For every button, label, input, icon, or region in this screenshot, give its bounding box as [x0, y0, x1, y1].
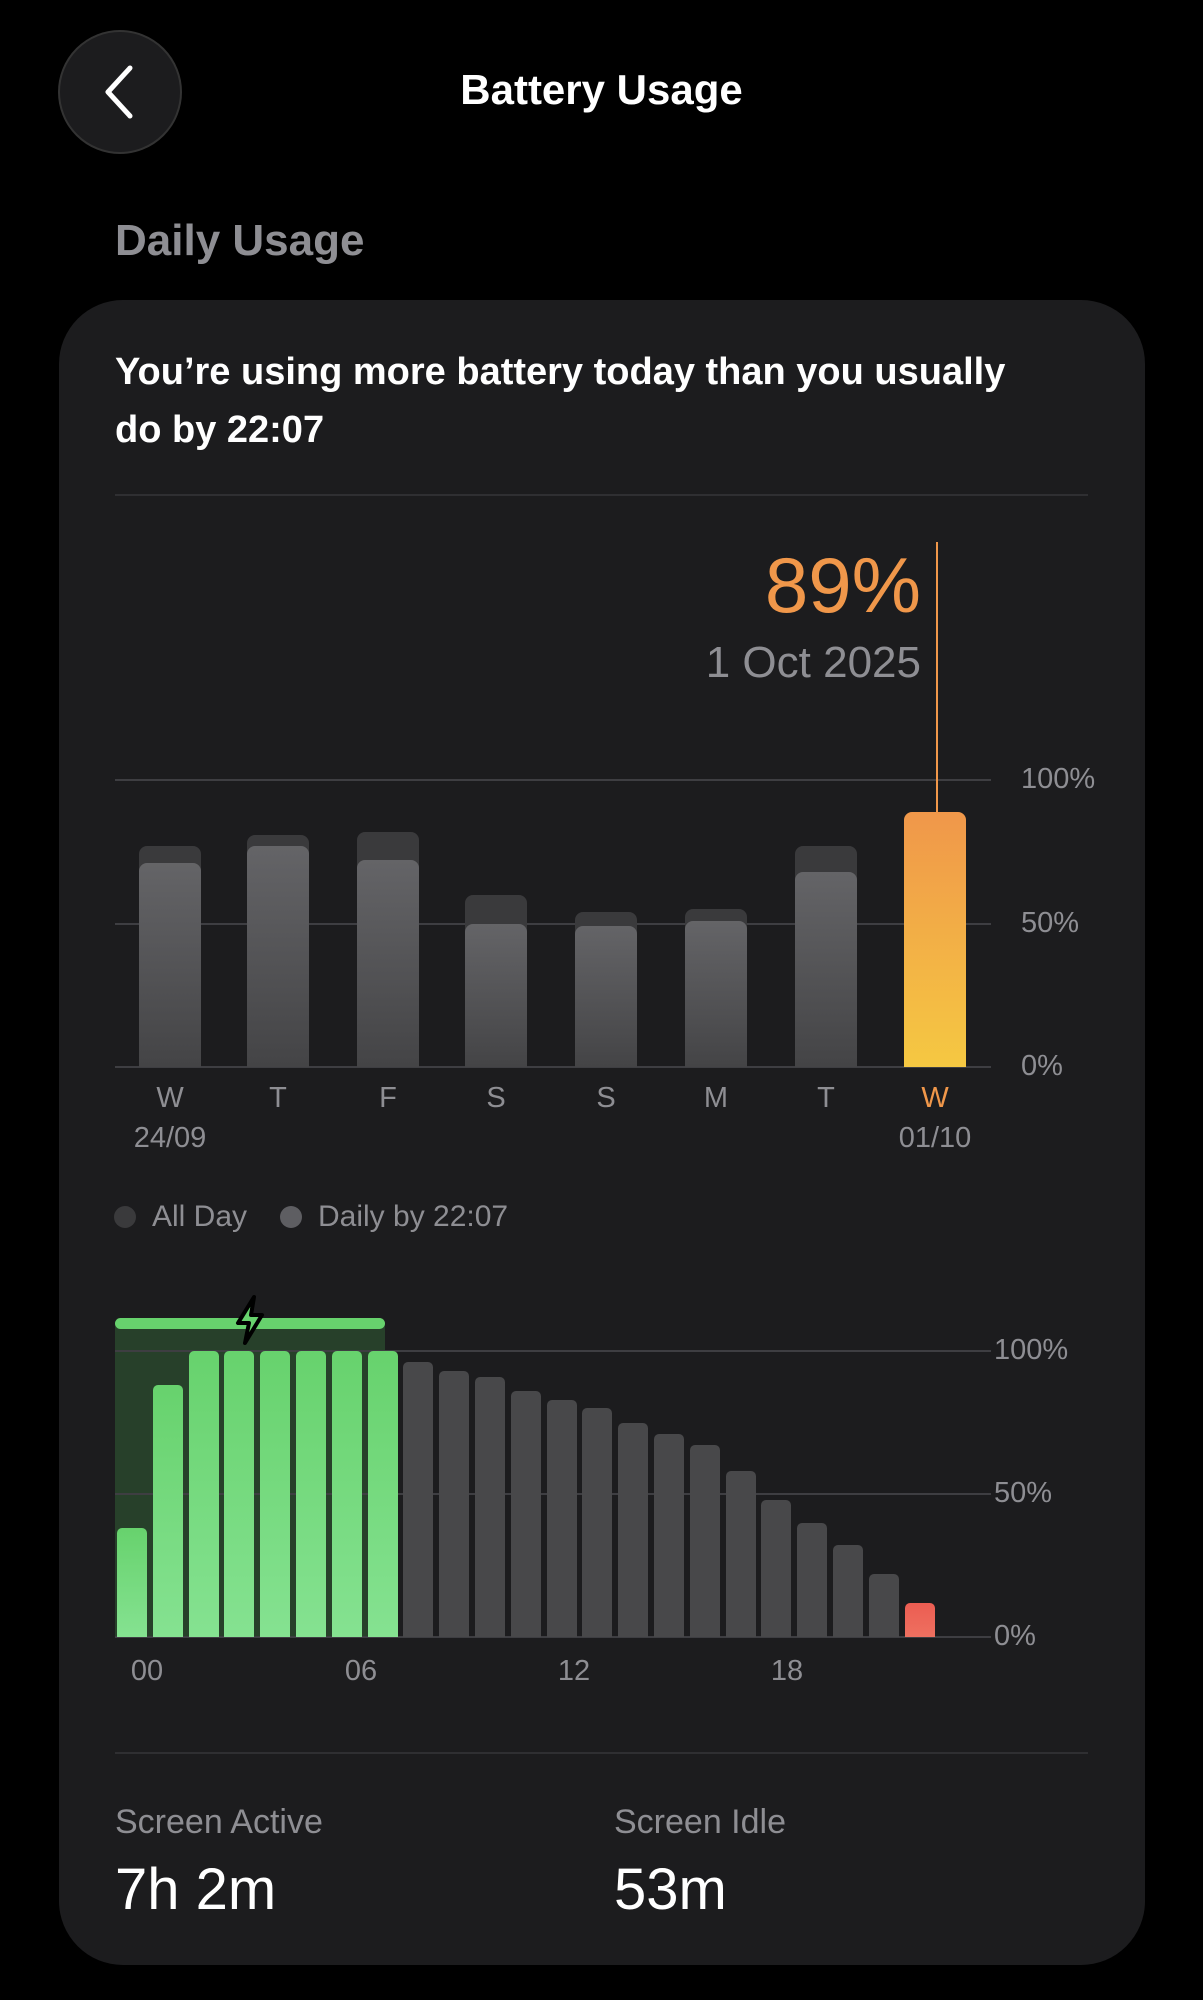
hourly-chart[interactable]: 100% 50% 0% 00 06 12 18: [0, 0, 1203, 1720]
screen-active-value: 7h 2m: [115, 1857, 277, 1922]
screen-active-label: Screen Active: [115, 1803, 323, 1841]
hour-bar: [439, 1371, 470, 1637]
hour-bar-charging: [296, 1351, 326, 1637]
day-label: S: [596, 1082, 616, 1114]
day-label: W: [921, 1082, 949, 1114]
chevron-left-icon: [105, 65, 133, 119]
legend-all-day: All Day: [152, 1200, 248, 1233]
gridline: [115, 1066, 991, 1068]
day-label: F: [379, 1082, 397, 1114]
screen-idle-value: 53m: [614, 1857, 727, 1922]
hour-label: 12: [557, 1655, 591, 1687]
daily-usage-card: [59, 300, 1145, 1965]
hour-bar: [582, 1408, 613, 1637]
hour-bar-charging: [331, 1351, 362, 1637]
gridline: [115, 922, 991, 925]
hour-label: 06: [344, 1655, 378, 1687]
hour-bar: [725, 1471, 756, 1637]
usage-headline: You’re using more battery today than you…: [115, 351, 1006, 451]
y-tick-label: 0%: [1021, 1050, 1063, 1082]
hour-bar-charging: [152, 1385, 183, 1637]
day-label: T: [269, 1082, 287, 1114]
hour-bar: [868, 1574, 899, 1637]
divider: [115, 1752, 1088, 1754]
gridline: [115, 1636, 991, 1638]
lightning-icon: [230, 1294, 270, 1346]
legend-dot-daily: [280, 1206, 302, 1228]
page-title: Battery Usage: [460, 66, 743, 113]
hour-label: 18: [770, 1655, 804, 1687]
hour-bar-charging: [367, 1351, 398, 1637]
hour-bar-charging: [260, 1351, 291, 1637]
screen-idle-label: Screen Idle: [614, 1803, 786, 1841]
bar-daily-by: [247, 846, 309, 1067]
legend-dot-all-day: [114, 1206, 136, 1228]
bar-daily-by: [465, 923, 527, 1067]
y-tick-label: 50%: [1021, 906, 1080, 939]
hour-bar: [475, 1376, 505, 1637]
hour-bar-charging: [188, 1351, 219, 1637]
date-label: 01/10: [898, 1122, 972, 1154]
bar-daily-by: [139, 863, 201, 1067]
back-button[interactable]: [58, 30, 182, 154]
bar-daily-by: [357, 860, 419, 1067]
divider: [115, 494, 1088, 496]
hour-label: 00: [130, 1655, 164, 1687]
hour-bar: [833, 1545, 863, 1637]
selection-line: [936, 542, 938, 812]
gridline: [115, 779, 991, 781]
selected-value: 89%: [764, 541, 921, 629]
hour-bar: [546, 1399, 577, 1637]
gridline: [115, 1350, 991, 1352]
hour-bar: [510, 1391, 541, 1637]
y-tick-label: 50%: [994, 1477, 1053, 1509]
daily-chart[interactable]: 100% 50% 0% W 24/09 T F S S M T W 01/10: [0, 0, 1203, 1200]
bar-daily-by: [685, 920, 747, 1067]
day-label: W: [156, 1082, 184, 1114]
hour-bar: [618, 1422, 649, 1637]
hour-bar: [689, 1445, 720, 1637]
y-tick-label: 100%: [994, 1334, 1069, 1366]
hour-bar: [654, 1433, 684, 1637]
hour-bar: [403, 1362, 434, 1637]
selected-date: 1 Oct 2025: [705, 638, 921, 687]
section-title: Daily Usage: [115, 216, 365, 265]
day-label: S: [486, 1082, 506, 1114]
legend-daily-by: Daily by 22:07: [318, 1200, 509, 1233]
date-label: 24/09: [133, 1122, 207, 1154]
hour-bar-charging: [117, 1528, 147, 1637]
hour-bar: [797, 1522, 828, 1637]
bar-today: [904, 811, 966, 1067]
day-label: M: [703, 1082, 729, 1114]
bar-daily-by: [575, 926, 637, 1067]
hour-bar-low: [904, 1602, 935, 1637]
y-tick-label: 100%: [1021, 763, 1096, 795]
y-tick-label: 0%: [994, 1620, 1036, 1652]
hour-bar: [761, 1499, 792, 1637]
day-label: T: [817, 1082, 835, 1114]
bar-daily-by: [795, 871, 857, 1067]
hour-bar-charging: [224, 1351, 255, 1637]
